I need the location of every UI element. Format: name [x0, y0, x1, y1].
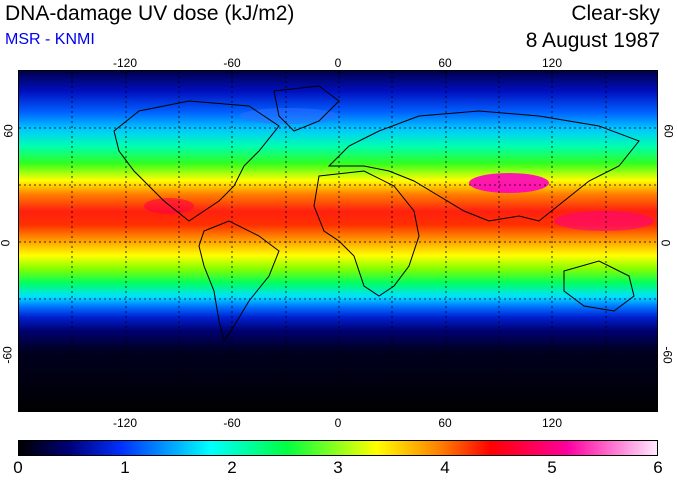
africa-coast: [313, 170, 420, 297]
greenland-coast: [273, 85, 340, 132]
colorbar-label: 1: [120, 458, 130, 477]
date-label: 8 August 1987: [525, 29, 660, 52]
lon-tick-top: 120: [541, 56, 563, 70]
lat-tick-left: 0: [0, 240, 12, 247]
lat-tick-left: -60: [0, 346, 15, 364]
lon-tick-bottom: -60: [223, 416, 241, 430]
lat-tick-right: -60: [660, 346, 675, 364]
lon-tick-top: -120: [112, 56, 138, 70]
lon-tick-bottom: 60: [438, 416, 452, 430]
colorbar-label: 0: [13, 458, 23, 477]
lon-tick-top: 60: [438, 56, 452, 70]
colorbar-label: 3: [333, 458, 343, 477]
mexico-high: [144, 198, 194, 214]
colorbar-label: 4: [440, 458, 450, 477]
lon-tick-bottom: 120: [541, 416, 563, 430]
colorbar-label: 5: [547, 458, 557, 477]
colorbar-label: 2: [227, 458, 237, 477]
uv-dose-map: [18, 70, 658, 412]
arctic-cloud: [239, 108, 339, 124]
south-america-coast: [198, 220, 280, 343]
uv-dose-map-svg: [19, 71, 657, 411]
lat-tick-right: 60: [661, 124, 676, 138]
lat-tick-left: 60: [1, 124, 16, 138]
lat-tick-right: 0: [658, 239, 673, 247]
chart-title: DNA-damage UV dose (kJ/m2): [5, 2, 295, 25]
australia-coast: [563, 260, 635, 312]
lon-tick-top: 0: [334, 56, 342, 70]
uv-field: [19, 71, 657, 411]
frame-ticks: [71, 71, 553, 411]
graticule: [19, 71, 657, 411]
lon-tick-top: -60: [223, 56, 241, 70]
colorbar-label: 6: [653, 458, 663, 477]
tropical-pacific-high: [554, 211, 654, 231]
tibet-max: [469, 173, 549, 193]
colorbar: [18, 440, 658, 456]
lon-tick-bottom: 0: [334, 416, 342, 430]
source-label: MSR - KNMI: [5, 31, 95, 48]
eurasia-coast: [327, 110, 640, 222]
lon-tick-bottom: -120: [112, 416, 138, 430]
north-america-coast: [113, 100, 280, 222]
colorbar-gradient: [19, 441, 657, 455]
sky-condition-label: Clear-sky: [571, 2, 660, 25]
